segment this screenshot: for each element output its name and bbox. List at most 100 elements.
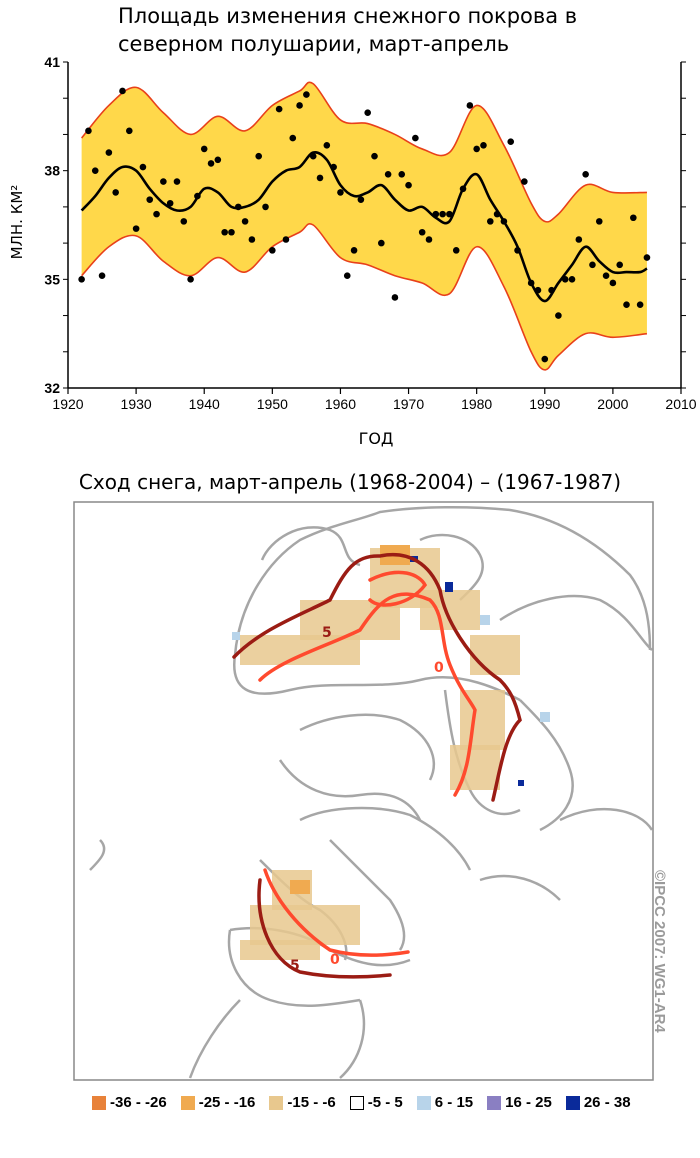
data-point [248,236,256,243]
data-point [391,294,399,301]
data-point [180,218,188,225]
data-point [439,210,446,218]
data-point [262,203,269,211]
copyright-credit: ©IPCC 2007: WG1-AR4 [651,870,668,1033]
data-point [139,163,147,171]
data-point [480,142,487,149]
data-point [582,170,589,178]
x-tick-label: 1950 [257,396,288,412]
trend-line [80,151,648,303]
y-axis-label: МЛН. КМ² [8,185,26,260]
data-point [350,247,358,254]
legend-label: 16 - 25 [505,1094,552,1111]
legend-label: -36 - -26 [110,1094,167,1111]
data-point [643,254,651,261]
x-tick-label: 1980 [461,396,492,412]
contour-label: 5 [322,625,332,641]
data-point [541,355,549,363]
data-point [112,189,119,196]
data-point [418,228,426,236]
data-point [316,174,324,182]
x-axis-label: ГОД [359,429,394,448]
x-tick-label: 2000 [597,396,628,412]
data-point [160,178,167,185]
data-point [446,210,453,218]
data-point [221,228,228,236]
contour-label: 0 [330,952,340,968]
legend-label: 26 - 38 [583,1094,631,1111]
data-point [609,279,617,287]
contours [232,553,522,979]
data-point [357,196,365,203]
y-tick-label: 32 [44,380,60,396]
data-point [282,236,290,243]
data-point [173,178,181,185]
data-point [616,261,623,269]
data-point [623,301,630,308]
band-lower-edge [81,223,648,371]
data-point [364,109,371,117]
data-point [371,152,378,160]
legend-label: -15 - -6 [287,1094,336,1111]
data-point [303,91,310,98]
data-point [595,218,603,225]
data-point [241,218,249,225]
trend-line-path [80,151,648,303]
legend-item: -15 - -6 [269,1094,336,1111]
data-point [105,149,113,156]
data-point [228,228,235,236]
x-tick-label: 1960 [325,396,356,412]
data-point [98,272,106,280]
legend-label: -25 - -16 [198,1094,256,1111]
data-point [636,301,644,308]
x-tick-label: 1970 [393,396,424,412]
data-point [207,160,215,167]
x-tick-label: 1990 [529,396,560,412]
data-point [575,236,583,243]
data-point [296,102,303,109]
data-point [78,276,85,283]
data-point [521,178,528,185]
data-point [275,105,283,113]
data-point [289,134,297,142]
legend-item: -36 - -26 [92,1094,167,1111]
map-frame [73,501,654,1081]
data-point [412,134,419,142]
data-point [398,170,406,178]
line-chart: 1920 1930 1940 1950 1960 1970 1980 1990 2000 2010… [8,54,697,448]
data-points [78,87,651,363]
data-point [91,167,99,174]
data-point [555,312,562,319]
data-point [602,272,610,280]
data-point [126,127,133,135]
data-point [337,189,344,196]
data-point [269,247,276,254]
map-title: Сход снега, март-апрель (1968-2004) – (1… [78,470,622,494]
data-point [630,214,637,222]
y-tick-label: 35 [44,271,60,287]
contour-label: 5 [290,958,300,974]
data-point [568,276,576,283]
band-fill [81,82,647,370]
data-point [214,156,222,164]
snow-change-cells [232,545,550,960]
data-point [187,276,194,283]
legend-label: 6 - 15 [434,1094,474,1111]
data-point [378,239,385,247]
y-tick-label: 38 [44,163,60,179]
data-point [473,145,480,153]
chart-title: Площадь изменения снежного покрова в сев… [118,4,578,56]
data-point [146,196,154,203]
data-point [507,138,515,145]
contour-label: 0 [434,660,444,676]
axes: 1920 1930 1940 1950 1960 1970 1980 1990 2000 2010… [44,54,696,412]
data-point [486,218,494,225]
x-tick-label: 1930 [121,396,152,412]
band-upper-edge [81,81,647,223]
data-point [384,170,392,178]
map-legend: -36 - -26 -25 - -16 -15 - -6 -5 - 5 6 - … [92,1094,631,1111]
data-point [589,261,596,269]
data-point [85,127,92,135]
data-point [153,210,160,218]
